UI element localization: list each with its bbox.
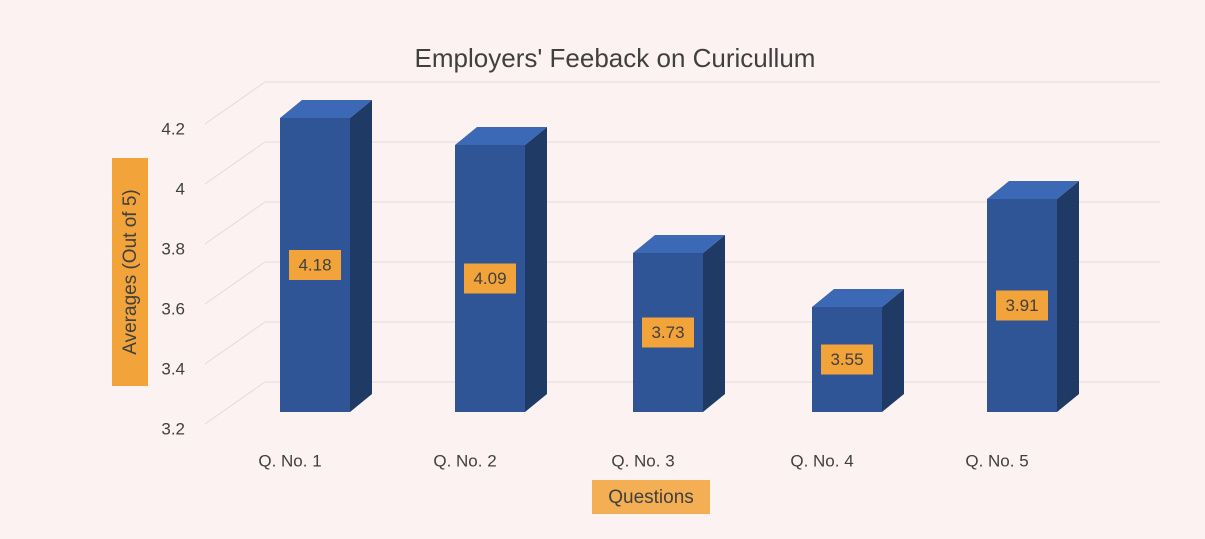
grid-segment — [204, 141, 266, 185]
y-tick-label: 3.4 — [161, 359, 185, 378]
x-tick-label: Q. No. 1 — [258, 451, 321, 470]
bar-top — [987, 181, 1079, 199]
y-tick-label: 3.8 — [161, 239, 185, 258]
data-label-box — [464, 263, 516, 294]
data-label-box — [996, 290, 1048, 321]
bar-top — [633, 235, 725, 253]
data-label: 4.09 — [473, 269, 506, 288]
bar — [280, 100, 372, 412]
y-tick-label: 4 — [176, 179, 185, 198]
data-label-box — [289, 250, 341, 280]
grid-segment — [204, 381, 266, 425]
bar-side — [882, 289, 904, 412]
bar-side — [525, 127, 547, 412]
grid-line — [204, 141, 1160, 185]
chart-title: Employers' Feeback on Curicullum — [415, 43, 816, 73]
x-tick-label: Q. No. 3 — [611, 451, 674, 470]
grid-segment — [204, 201, 266, 245]
x-label-box — [592, 480, 710, 514]
y-tick-label: 3.2 — [161, 419, 185, 438]
grid-segment — [204, 321, 266, 365]
x-axis-label: Questions — [608, 487, 694, 508]
grid-segment — [204, 261, 266, 305]
bar-side — [1057, 181, 1079, 412]
y-tick-label: 4.2 — [161, 119, 185, 138]
y-label-box — [112, 158, 148, 386]
grid-line — [204, 81, 1160, 125]
data-label: 4.18 — [298, 255, 331, 274]
data-label: 3.73 — [651, 323, 684, 342]
bar-top — [812, 289, 904, 307]
grid-segment — [204, 81, 266, 125]
data-label-box — [821, 344, 873, 375]
data-label-box — [642, 317, 694, 348]
x-tick-label: Q. No. 2 — [433, 451, 496, 470]
bar-side — [703, 235, 725, 412]
y-axis-label: Averages (Out of 5) — [120, 189, 141, 354]
bar-side — [350, 100, 372, 412]
y-tick-label: 3.6 — [161, 299, 185, 318]
data-label: 3.91 — [1005, 296, 1038, 315]
x-tick-label: Q. No. 5 — [965, 451, 1028, 470]
bar-top — [280, 100, 372, 118]
x-tick-label: Q. No. 4 — [790, 451, 853, 470]
bar-top — [455, 127, 547, 145]
data-label: 3.55 — [830, 350, 863, 369]
